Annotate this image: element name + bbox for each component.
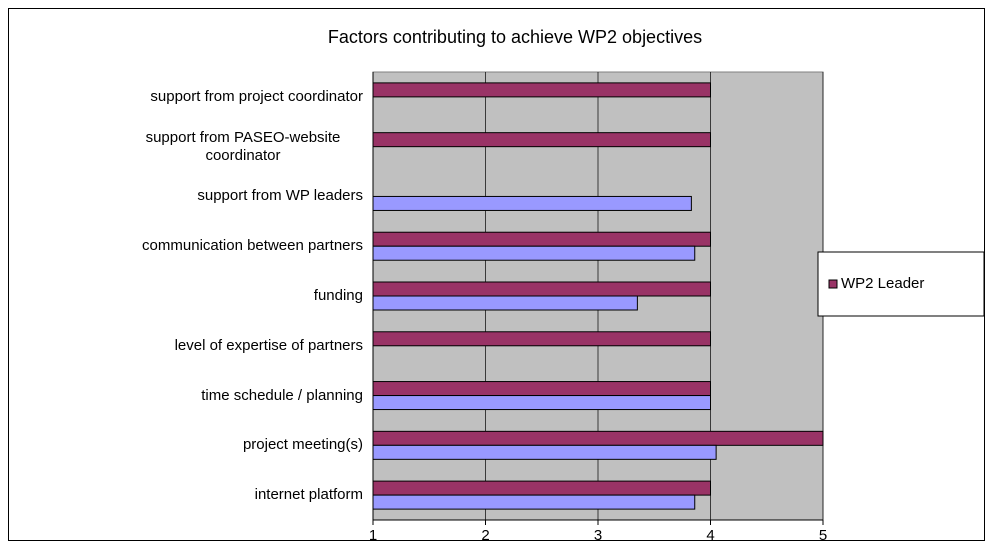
legend-box [817, 251, 985, 317]
category-label: support from project coordinator [150, 87, 363, 105]
category-label: internet platform [254, 486, 363, 504]
bar [372, 245, 696, 261]
y-tick-label: level of expertise of partners [63, 337, 363, 355]
bar [372, 82, 711, 98]
bar [372, 494, 696, 510]
y-tick-label: support from project coordinator [63, 88, 363, 106]
bar [372, 331, 711, 347]
category-label: communication between partners [142, 237, 363, 255]
legend-label: WP2 Leader [841, 275, 924, 292]
chart-title: Factors contributing to achieve WP2 obje… [328, 27, 702, 47]
x-tick-label: 4 [706, 527, 714, 544]
bar [372, 132, 711, 148]
bar [372, 381, 711, 397]
y-tick-label: communication between partners [63, 237, 363, 255]
category-label: support from WP leaders [197, 187, 363, 205]
bar [372, 231, 711, 247]
y-tick-label: funding [63, 287, 363, 305]
bar [372, 430, 824, 446]
y-tick-label: support from PASEO-website coordinator [63, 129, 363, 165]
x-tick-label: 3 [594, 527, 602, 544]
bar [372, 444, 717, 460]
bar [372, 281, 711, 297]
category-label: support from PASEO-website coordinator [145, 128, 341, 164]
y-tick-label: project meeting(s) [63, 436, 363, 454]
x-tick-label: 1 [369, 527, 377, 544]
bar [372, 295, 638, 311]
bar [372, 480, 711, 496]
y-tick-label: internet platform [63, 486, 363, 504]
category-label: project meeting(s) [242, 436, 363, 454]
category-label: time schedule / planning [201, 386, 363, 404]
x-tick-label: 2 [481, 527, 489, 544]
x-tick-label: 5 [819, 527, 827, 544]
y-tick-label: support from WP leaders [63, 187, 363, 205]
category-label: funding [313, 287, 363, 304]
bar [372, 395, 711, 411]
y-tick-label: time schedule / planning [63, 387, 363, 405]
bar [372, 195, 692, 211]
legend-swatch [828, 279, 838, 289]
category-label: level of expertise of partners [174, 336, 363, 354]
